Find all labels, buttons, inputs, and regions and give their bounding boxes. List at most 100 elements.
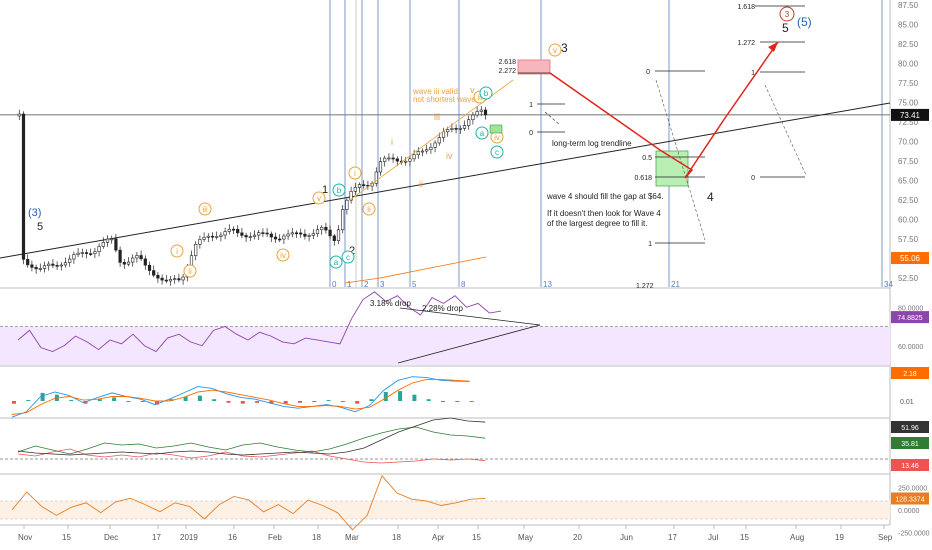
time-tick-label: Mar: [345, 533, 359, 542]
wave3-target-box: [517, 59, 551, 75]
candle: [101, 241, 105, 247]
wave-sub-iii: iii: [477, 93, 483, 102]
wave-sub-ii: ii: [367, 205, 371, 214]
wave-minor-ii-circle: [183, 264, 197, 278]
candle: [236, 228, 240, 234]
candle: [261, 232, 265, 234]
fib-time-label: 0: [332, 280, 337, 289]
wave-paren-3-label: (3): [28, 207, 41, 219]
macd-zero-label: 0.01: [900, 399, 914, 406]
fib-time-label: 13: [543, 280, 552, 289]
wave-circle-3: 3: [785, 10, 790, 19]
price-tick-label: 57.50: [898, 235, 919, 244]
rsi-lower-trendline: [397, 324, 541, 364]
wave-sub-ii-circle: [362, 202, 376, 216]
price-tick-label: 67.50: [898, 157, 919, 166]
candle: [173, 278, 177, 280]
candle: [47, 263, 51, 267]
candle: [282, 235, 286, 240]
macd-histogram-bar: [197, 395, 202, 401]
rsi-axis-label: 60.0000: [898, 344, 923, 351]
wave-minor-v: v: [317, 194, 321, 203]
rsi-line: [17, 291, 502, 353]
wave-2-label: 2: [349, 245, 355, 257]
rsi-axis-label: 80.0000: [898, 305, 923, 312]
candle: [420, 150, 425, 153]
candle: [84, 252, 89, 254]
candle: [387, 157, 391, 160]
fib-2618-label: 2.618: [498, 59, 516, 66]
candle: [231, 228, 236, 231]
candle: [433, 142, 437, 148]
macd-histogram-bar: [340, 401, 345, 402]
wave-minor-i-circle: [170, 244, 184, 258]
macd-histogram-bar: [155, 401, 159, 405]
candle: [160, 277, 164, 281]
time-tick-label: May: [518, 533, 533, 542]
macd-histogram-bar: [298, 401, 302, 403]
candle: [110, 238, 114, 241]
time-tick-label: Feb: [268, 533, 282, 542]
wave-5-label: 5: [782, 21, 789, 35]
candle: [332, 235, 336, 241]
w4-fib-0618-label: 0.618: [634, 175, 652, 182]
candle: [273, 236, 278, 240]
fib-time-label: 1: [347, 280, 352, 289]
candle: [483, 109, 488, 116]
wave-c-left: c: [346, 253, 350, 262]
candle: [467, 119, 471, 126]
candle: [21, 113, 26, 260]
candle: [89, 253, 93, 255]
fib-time-label: 8: [461, 280, 466, 289]
candle: [315, 229, 320, 234]
time-tick-label: Nov: [18, 533, 32, 542]
candle: [131, 257, 135, 263]
candle: [118, 249, 122, 263]
candle: [383, 157, 387, 162]
macd-histogram-bar: [398, 391, 403, 401]
w5-fib-0-label: 0: [751, 175, 755, 182]
wave-minor-i: i: [176, 247, 178, 256]
current-price-label: 73.41: [900, 111, 921, 120]
candle: [299, 232, 303, 235]
macd-histogram-bar: [97, 399, 102, 401]
time-tick-label: 15: [62, 533, 71, 542]
macd-line: [11, 376, 470, 418]
macd-histogram-bar: [140, 401, 145, 402]
candle: [219, 234, 223, 237]
wave-iv-box: [489, 124, 503, 134]
candle: [320, 226, 324, 231]
wave-1-label: 1: [322, 184, 328, 196]
candle: [181, 276, 185, 281]
price-tick-label: 75.00: [898, 99, 919, 108]
orange-wave-line: [349, 79, 514, 201]
candle: [395, 158, 399, 162]
macd-histogram-bar: [383, 392, 388, 401]
candle: [471, 114, 475, 121]
time-tick-label: Sep: [878, 533, 893, 542]
candle: [17, 113, 21, 117]
candle: [156, 274, 160, 279]
time-tick-label: 17: [152, 533, 161, 542]
time-tick-label: Dec: [104, 533, 118, 542]
price-tick-label: 85.00: [898, 21, 919, 30]
macd-histogram-bar: [212, 399, 217, 401]
current-price-marker: [891, 108, 929, 121]
wave-a-left: a: [334, 258, 339, 267]
candle: [290, 232, 294, 235]
candle: [349, 191, 353, 201]
candle: [404, 160, 408, 163]
trendline-label: long-term log trendline: [552, 139, 632, 148]
macd-histogram-bar: [426, 399, 431, 401]
fib-2272-label: 2.272: [498, 68, 516, 75]
time-tick-label: 19: [835, 533, 844, 542]
macd-histogram-bar: [455, 401, 460, 402]
dmi-minus-value-label: 13.46: [901, 463, 919, 470]
wave-v-label: v: [470, 85, 475, 95]
wave-c-right: c: [495, 148, 499, 157]
candle: [294, 232, 299, 235]
candle: [357, 184, 362, 188]
candle: [458, 128, 462, 130]
wave-circle-3-circle: [779, 6, 795, 22]
